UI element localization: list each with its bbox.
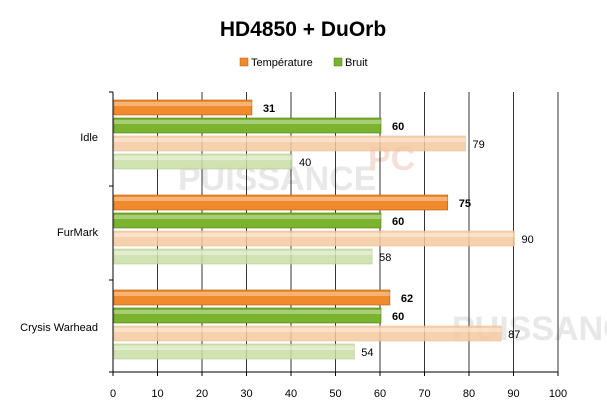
- legend-swatch-noise: [333, 57, 343, 67]
- data-label: 60: [392, 121, 404, 133]
- bars: [113, 99, 515, 360]
- data-label: 31: [263, 103, 275, 115]
- data-label: 79: [473, 139, 485, 151]
- legend-label-temperature: Température: [251, 57, 313, 69]
- noise-bar-highlight: [114, 120, 381, 124]
- category-label: FurMark: [57, 227, 98, 239]
- data-label: 87: [508, 329, 520, 341]
- noise-faded-bar: [113, 248, 373, 265]
- data-label: 58: [379, 252, 391, 264]
- x-tick-label: 20: [196, 388, 208, 400]
- noise-faded-bar-highlight: [114, 156, 292, 160]
- temperature-faded-bar-highlight: [114, 233, 515, 237]
- temperature-faded-bar: [113, 325, 502, 342]
- temperature-bar-highlight: [114, 292, 390, 296]
- category-label: Idle: [80, 132, 98, 144]
- noise-bar: [113, 117, 382, 134]
- axes: [109, 91, 559, 376]
- noise-bar: [113, 212, 382, 229]
- legend-label-noise: Bruit: [345, 57, 368, 69]
- temperature-bar-highlight: [114, 197, 448, 201]
- x-tick-label: 10: [151, 388, 163, 400]
- x-tick-label: 30: [240, 388, 252, 400]
- x-tick-label: 50: [329, 388, 341, 400]
- temperature-faded-bar: [113, 230, 515, 247]
- data-label: 75: [459, 198, 471, 210]
- x-tick-label: 90: [507, 388, 519, 400]
- x-tick-labels: 0 10 20 30 40 50 60 70 80 90 100: [110, 388, 567, 400]
- x-tick-label: 80: [463, 388, 475, 400]
- data-label: 60: [392, 311, 404, 323]
- noise-bar: [113, 307, 382, 324]
- temperature-bar: [113, 289, 391, 306]
- noise-faded-bar-highlight: [114, 251, 373, 255]
- noise-faded-bar-highlight: [114, 346, 355, 350]
- data-label: 60: [392, 216, 404, 228]
- data-label: 90: [522, 234, 534, 246]
- noise-bar-highlight: [114, 310, 381, 314]
- temperature-faded-bar-highlight: [114, 328, 502, 332]
- legend-swatch-temperature: [239, 57, 249, 67]
- noise-bar-highlight: [114, 215, 381, 219]
- x-tick-label: 100: [549, 388, 567, 400]
- temperature-bar-highlight: [114, 102, 252, 106]
- legend: Température Bruit: [239, 57, 368, 69]
- noise-faded-bar: [113, 153, 293, 170]
- x-tick-label: 70: [418, 388, 430, 400]
- x-tick-label: 60: [374, 388, 386, 400]
- temperature-bar: [113, 194, 449, 211]
- temperature-faded-bar: [113, 135, 466, 152]
- temperature-faded-bar-highlight: [114, 138, 466, 142]
- category-labels: Idle FurMark Crysis Warhead: [20, 132, 98, 334]
- noise-faded-bar: [113, 343, 355, 360]
- data-label: 54: [361, 347, 373, 359]
- temperature-bar: [113, 99, 253, 116]
- x-tick-label: 0: [110, 388, 116, 400]
- data-label: 62: [401, 293, 413, 305]
- data-label: 40: [299, 157, 311, 169]
- chart-title: HD4850 + DuOrb: [220, 18, 386, 41]
- x-tick-label: 40: [285, 388, 297, 400]
- category-label: Crysis Warhead: [20, 322, 98, 334]
- value-labels: 31 60 79 40 75 60 90 58 62 60 87 54: [263, 103, 534, 359]
